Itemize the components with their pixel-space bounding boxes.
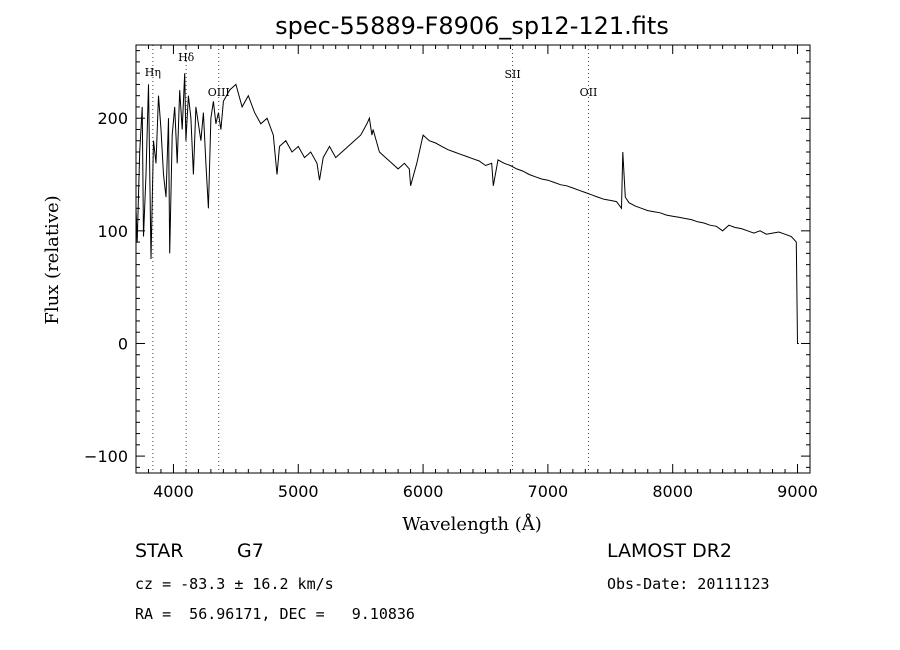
coordinates: RA = 56.96171, DEC = 9.10836	[135, 605, 415, 623]
x-tick-label: 5000	[278, 482, 319, 501]
x-axis-label: Wavelength (Å)	[402, 513, 542, 535]
plot-frame	[135, 44, 811, 474]
axis-ticks	[135, 45, 811, 473]
reference-line-label: SII	[504, 68, 520, 81]
observation-date: Obs-Date: 20111123	[607, 575, 770, 593]
spectrum-line	[135, 73, 799, 344]
x-tick-label: 8000	[652, 482, 693, 501]
x-tick-label: 9000	[777, 482, 818, 501]
survey-name: LAMOST DR2	[607, 540, 732, 562]
reference-line-label: Hδ	[178, 51, 195, 64]
axis-tick-labels: 4000 5000 6000 7000 8000 9000 −100 0 100 200	[84, 109, 818, 501]
y-axis-label: Flux (relative)	[42, 195, 63, 324]
spectrum-chart: spec-55889-F8906_sp12-121.fits Hη Hδ OIII S…	[42, 12, 818, 535]
reference-line-label: Hη	[145, 66, 161, 79]
x-tick-label: 4000	[153, 482, 194, 501]
y-tick-label: 0	[118, 334, 128, 353]
object-type: STAR	[135, 540, 184, 562]
y-tick-label: 200	[97, 109, 128, 128]
redshift-cz: cz = -83.3 ± 16.2 km/s	[135, 575, 334, 593]
chart-title: spec-55889-F8906_sp12-121.fits	[275, 12, 669, 40]
reference-line-label: OII	[580, 86, 598, 99]
x-tick-label: 6000	[403, 482, 444, 501]
reference-line-label: OIII	[208, 86, 230, 99]
y-tick-label: −100	[84, 447, 128, 466]
x-tick-label: 7000	[528, 482, 569, 501]
object-subclass: G7	[237, 540, 264, 562]
reference-lines: Hη Hδ OIII SII OII	[145, 45, 598, 473]
y-tick-label: 100	[97, 222, 128, 241]
